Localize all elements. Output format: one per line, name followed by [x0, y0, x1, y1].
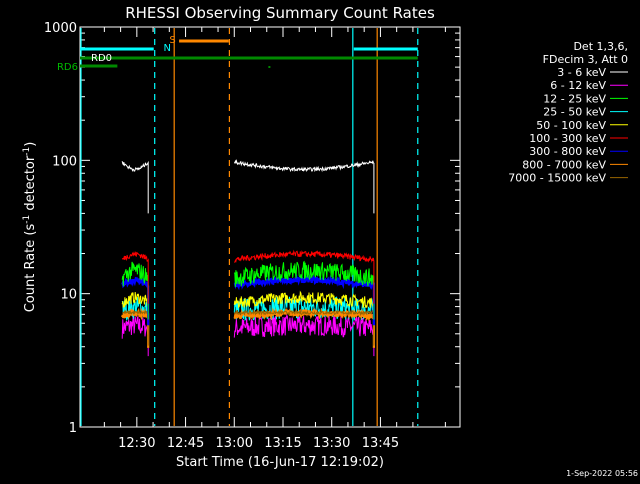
rd6-flag-dot	[268, 66, 271, 68]
legend-entry: 6 - 12 keV	[550, 79, 606, 92]
legend-entry: 50 - 100 keV	[536, 119, 606, 132]
series-line	[233, 273, 375, 326]
flag-bars: SN RD0 RD6	[57, 35, 418, 73]
x-axis-label: Start Time (16-Jun-17 12:19:02)	[176, 455, 384, 470]
rd6-flag-label: RD6	[57, 62, 78, 73]
x-tick-label: 13:30	[313, 436, 350, 451]
series-line	[121, 261, 149, 320]
legend-entry: 25 - 50 keV	[543, 106, 606, 119]
x-tick-label: 12:30	[118, 436, 155, 451]
series-line	[233, 290, 375, 339]
series-line	[234, 249, 375, 304]
legend-entry: 800 - 7000 keV	[522, 158, 606, 171]
y-tick-label: 1000	[44, 21, 77, 36]
y-tick-label: 1	[69, 421, 77, 436]
legend-entry: 100 - 300 keV	[529, 132, 606, 145]
x-axis: 12:30 12:45 13:00 13:15 13:30 13:45	[103, 27, 446, 451]
chart-title: RHESSI Observing Summary Count Rates	[125, 4, 435, 22]
plot-frame	[79, 26, 461, 428]
x-tick-label: 13:00	[216, 436, 253, 451]
series-line	[121, 160, 149, 214]
night-flag-label: N	[163, 43, 170, 54]
series-line	[121, 316, 149, 357]
legend-entry: 3 - 6 keV	[557, 66, 606, 79]
y-axis: 1 10 100 1000	[44, 21, 460, 436]
legend-entry: 300 - 800 keV	[529, 145, 606, 158]
y-tick-label: 100	[52, 154, 77, 169]
series-lines	[121, 158, 375, 357]
rd0-flag-label: RD0	[91, 53, 112, 64]
series-50-100-kev	[121, 290, 375, 339]
series-line	[122, 309, 149, 346]
series-line	[121, 307, 150, 348]
series-line	[121, 291, 149, 339]
legend-entry: 7000 - 15000 keV	[508, 172, 606, 185]
series-12-25-kev	[121, 260, 375, 320]
legend-entry: 12 - 25 keV	[543, 92, 606, 105]
series-100-300-kev	[121, 249, 375, 304]
y-axis-label: Count Rate (s-1 detector-1)	[22, 142, 38, 313]
series-line	[121, 251, 149, 304]
y-tick-label: 10	[60, 288, 77, 303]
series-line	[233, 158, 375, 214]
x-tick-label: 13:15	[264, 436, 301, 451]
footer-date: 1-Sep-2022 05:56	[566, 469, 638, 478]
legend-header: Det 1,3,6,	[573, 40, 628, 53]
series-6-12-kev	[121, 314, 375, 357]
legend-header: FDecim 3, Att 0	[543, 53, 628, 66]
vertical-markers	[80, 28, 419, 426]
series-7000-15000-kev	[122, 309, 375, 346]
series-line	[234, 309, 375, 346]
x-tick-label: 12:45	[167, 436, 204, 451]
series-3-6-kev	[121, 158, 375, 214]
saa-flag-label: S	[169, 35, 175, 46]
x-tick-label: 13:45	[362, 436, 399, 451]
series-line	[233, 314, 375, 357]
series-line	[233, 260, 375, 320]
